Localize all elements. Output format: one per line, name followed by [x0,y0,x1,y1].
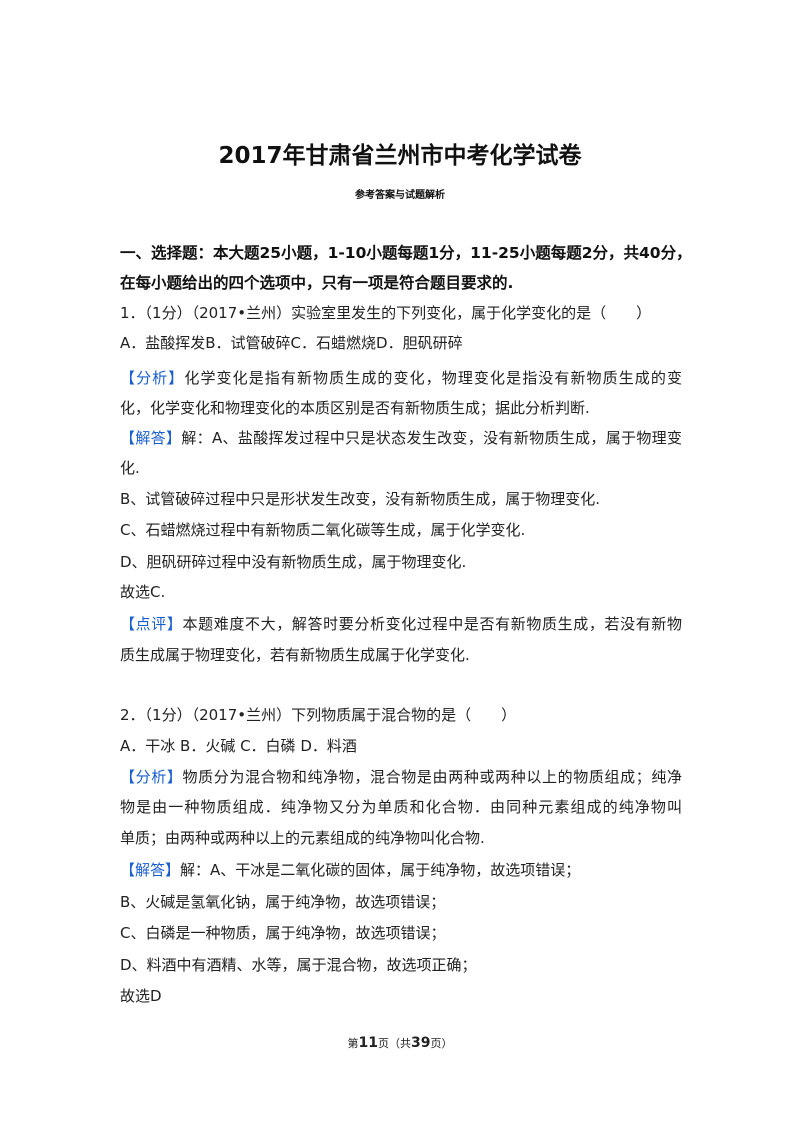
text: 物质分为混合物和纯净物，混合物是由两种或两种以上的物质组成；纯净 [182,768,682,786]
q1-comment-line2: 质生成属于物理变化，若有新物质生成属于化学变化. [120,646,470,664]
text: 本题难度不大，解答时要分析变化过程中是否有新物质生成，若没有新物 [182,615,682,633]
analysis-tag: 【分析】 [120,369,185,387]
q1-stem: 1．（1分）（2017•兰州）实验室里发生的下列变化，属于化学变化的是（ ） [120,304,652,322]
page-subtitle: 参考答案与试题解析 [355,190,445,201]
q2-answer-c: C、白磷是一种物质，属于纯净物，故选项错误； [120,924,446,942]
footer-text: 页） [430,1037,453,1050]
q2-options: A．干冰 B．火碱 C．白磷 D．料酒 [120,737,357,755]
q2-answer-b: B、火碱是氢氧化钠，属于纯净物，故选项错误； [120,893,446,911]
q1-analysis-line1: 【分析】化学变化是指有新物质生成的变化，物理变化是指没有新物质生成的变 [120,368,682,388]
answer-tag: 【解答】 [120,861,181,879]
q1-final-answer: 故选C. [120,583,166,601]
section-heading-line2: 在每小题给出的四个选项中，只有一项是符合题目要求的. [120,274,514,292]
total-pages: 39 [411,1035,431,1051]
q1-answer-line1: 【解答】解：A、盐酸挥发过程中只是状态发生改变，没有新物质生成，属于物理变 [120,428,682,448]
page-number: 11 [358,1035,378,1051]
q1-answer-d: D、胆矾研碎过程中没有新物质生成，属于物理变化. [120,553,467,571]
q1-options: A．盐酸挥发B．试管破碎C．石蜡燃烧D．胆矾研碎 [120,334,463,352]
text: 化学变化是指有新物质生成的变化，物理变化是指没有新物质生成的变 [184,369,682,387]
answer-tag: 【解答】 [120,429,182,447]
analysis-tag: 【分析】 [120,768,183,786]
q1-answer-c: C、石蜡燃烧过程中有新物质二氧化碳等生成，属于化学变化. [120,521,526,539]
text: 解：A、干冰是二氧化碳的固体，属于纯净物，故选项错误； [180,861,581,879]
comment-tag: 【点评】 [120,615,183,633]
q2-answer-line1: 【解答】解：A、干冰是二氧化碳的固体，属于纯净物，故选项错误； [120,860,682,880]
q2-analysis-line2: 物是由一种物质组成．纯净物又分为单质和化合物．由同种元素组成的纯净物叫 [120,798,682,816]
q1-comment-line1: 【点评】本题难度不大，解答时要分析变化过程中是否有新物质生成，若没有新物 [120,614,682,634]
page-footer: 第11页（共39页） [0,1035,800,1051]
q2-stem: 2．（1分）（2017•兰州）下列物质属于混合物的是（ ） [120,706,517,724]
q2-analysis-line3: 单质；由两种或两种以上的元素组成的纯净物叫化合物. [120,829,485,847]
q1-analysis-line2: 化，化学变化和物理变化的本质区别是否有新物质生成；据此分析判断. [120,399,590,417]
q2-final-answer: 故选D [120,987,162,1005]
page-title: 2017年甘肃省兰州市中考化学试卷 [218,143,582,169]
q1-answer-line2: 化. [120,459,140,477]
text: 解：A、盐酸挥发过程中只是状态发生改变，没有新物质生成，属于物理变 [181,429,682,447]
footer-text: 页（共 [378,1037,411,1050]
section-heading-line1: 一、选择题：本大题25小题，1-10小题每题1分，11-25小题每题2分，共40… [120,244,692,262]
q2-answer-d: D、料酒中有酒精、水等，属于混合物，故选项正确； [120,956,477,974]
q2-analysis-line1: 【分析】物质分为混合物和纯净物，混合物是由两种或两种以上的物质组成；纯净 [120,767,682,787]
footer-text: 第 [347,1037,359,1050]
q1-answer-b: B、试管破碎过程中只是形状发生改变，没有新物质生成，属于物理变化. [120,490,601,508]
